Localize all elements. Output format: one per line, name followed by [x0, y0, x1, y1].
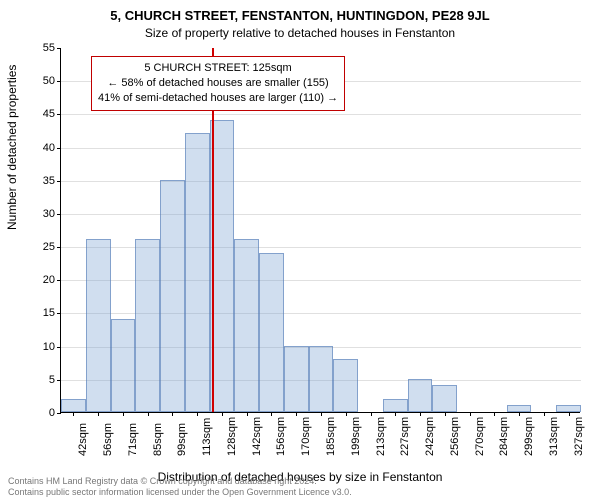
y-tick-mark — [57, 413, 61, 414]
grid-line — [61, 114, 581, 115]
x-tick-mark — [296, 412, 297, 416]
x-tick-label: 213sqm — [375, 417, 387, 456]
x-tick-label: 142sqm — [251, 417, 263, 456]
x-tick-mark — [346, 412, 347, 416]
x-tick-mark — [544, 412, 545, 416]
histogram-bar — [185, 133, 210, 412]
grid-line — [61, 181, 581, 182]
x-tick-mark — [395, 412, 396, 416]
histogram-bar — [383, 399, 408, 412]
y-tick-label: 55 — [43, 42, 55, 54]
histogram-bar — [259, 253, 284, 412]
x-tick-mark — [494, 412, 495, 416]
x-tick-mark — [197, 412, 198, 416]
histogram-bar — [61, 399, 86, 412]
x-tick-mark — [445, 412, 446, 416]
x-tick-mark — [420, 412, 421, 416]
x-tick-mark — [148, 412, 149, 416]
x-tick-label: 71sqm — [127, 423, 139, 456]
y-axis-label: Number of detached properties — [5, 65, 19, 230]
histogram-bar — [408, 379, 433, 412]
histogram-bar — [309, 346, 334, 412]
x-tick-mark — [371, 412, 372, 416]
x-tick-label: 313sqm — [548, 417, 560, 456]
x-tick-label: 42sqm — [77, 423, 89, 456]
chart-area: 051015202530354045505542sqm56sqm71sqm85s… — [60, 48, 580, 413]
y-tick-mark — [57, 114, 61, 115]
y-tick-mark — [57, 48, 61, 49]
x-tick-mark — [172, 412, 173, 416]
y-tick-mark — [57, 347, 61, 348]
x-tick-label: 242sqm — [424, 417, 436, 456]
histogram-bar — [160, 180, 185, 412]
subtitle: Size of property relative to detached ho… — [0, 26, 600, 40]
x-tick-mark — [470, 412, 471, 416]
y-tick-label: 10 — [43, 341, 55, 353]
x-tick-label: 156sqm — [275, 417, 287, 456]
x-tick-mark — [98, 412, 99, 416]
callout-line-2: ← 58% of detached houses are smaller (15… — [98, 76, 338, 91]
plot-region: 051015202530354045505542sqm56sqm71sqm85s… — [60, 48, 580, 413]
x-tick-label: 327sqm — [573, 417, 585, 456]
y-tick-mark — [57, 214, 61, 215]
x-tick-label: 299sqm — [523, 417, 535, 456]
address-title: 5, CHURCH STREET, FENSTANTON, HUNTINGDON… — [0, 8, 600, 23]
x-tick-label: 113sqm — [201, 418, 213, 456]
y-tick-label: 20 — [43, 274, 55, 286]
y-tick-mark — [57, 280, 61, 281]
x-tick-mark — [321, 412, 322, 416]
y-tick-label: 5 — [49, 374, 55, 386]
x-tick-label: 199sqm — [350, 417, 362, 456]
y-tick-label: 25 — [43, 241, 55, 253]
histogram-bar — [86, 239, 111, 412]
y-tick-mark — [57, 313, 61, 314]
footer-line-2: Contains public sector information licen… — [8, 487, 592, 498]
y-tick-label: 35 — [43, 175, 55, 187]
attribution-footer: Contains HM Land Registry data © Crown c… — [8, 476, 592, 498]
histogram-bar — [333, 359, 358, 412]
x-tick-label: 256sqm — [449, 417, 461, 456]
callout-box: 5 CHURCH STREET: 125sqm← 58% of detached… — [91, 56, 345, 111]
x-tick-label: 270sqm — [474, 417, 486, 456]
x-tick-mark — [271, 412, 272, 416]
x-tick-mark — [569, 412, 570, 416]
y-tick-mark — [57, 81, 61, 82]
x-tick-label: 284sqm — [498, 417, 510, 456]
histogram-bar — [556, 405, 581, 412]
y-tick-mark — [57, 380, 61, 381]
y-tick-mark — [57, 247, 61, 248]
y-tick-label: 30 — [43, 208, 55, 220]
x-tick-label: 85sqm — [152, 423, 164, 456]
y-tick-label: 45 — [43, 108, 55, 120]
histogram-bar — [135, 239, 160, 412]
x-tick-mark — [73, 412, 74, 416]
x-tick-mark — [247, 412, 248, 416]
callout-line-1: 5 CHURCH STREET: 125sqm — [98, 61, 338, 76]
y-tick-label: 50 — [43, 75, 55, 87]
histogram-bar — [507, 405, 532, 412]
callout-line-3: 41% of semi-detached houses are larger (… — [98, 91, 338, 106]
histogram-bar — [284, 346, 309, 412]
grid-line — [61, 214, 581, 215]
x-tick-label: 128sqm — [226, 417, 238, 456]
histogram-bar — [234, 239, 259, 412]
histogram-bar — [432, 385, 457, 412]
x-tick-label: 227sqm — [399, 417, 411, 456]
x-tick-mark — [519, 412, 520, 416]
x-tick-label: 185sqm — [325, 417, 337, 456]
x-tick-label: 99sqm — [176, 423, 188, 456]
footer-line-1: Contains HM Land Registry data © Crown c… — [8, 476, 592, 487]
y-tick-label: 15 — [43, 307, 55, 319]
x-tick-mark — [123, 412, 124, 416]
x-tick-label: 170sqm — [300, 417, 312, 456]
y-tick-mark — [57, 181, 61, 182]
grid-line — [61, 148, 581, 149]
x-tick-label: 56sqm — [102, 423, 114, 456]
y-tick-label: 40 — [43, 142, 55, 154]
histogram-bar — [111, 319, 136, 412]
y-tick-label: 0 — [49, 407, 55, 419]
chart-container: 5, CHURCH STREET, FENSTANTON, HUNTINGDON… — [0, 0, 600, 500]
x-tick-mark — [222, 412, 223, 416]
y-tick-mark — [57, 148, 61, 149]
